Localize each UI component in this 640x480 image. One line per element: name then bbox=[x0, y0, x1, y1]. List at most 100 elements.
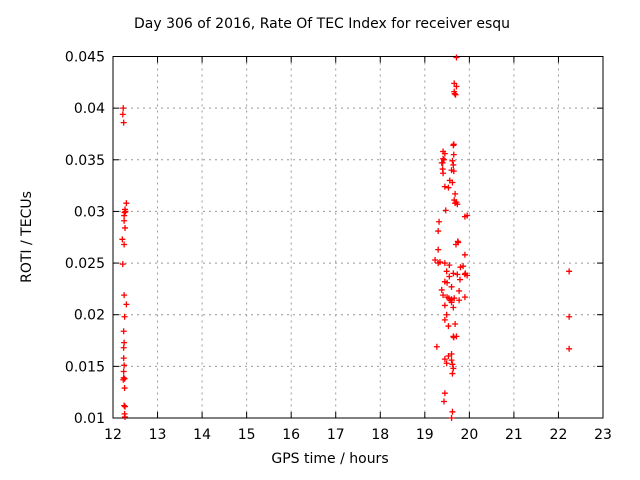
data-point-marker bbox=[120, 344, 127, 351]
data-point-marker bbox=[450, 334, 457, 341]
data-point-marker bbox=[450, 168, 457, 175]
data-point-marker bbox=[457, 264, 464, 271]
x-tick-label: 17 bbox=[327, 427, 345, 443]
x-tick-label: 19 bbox=[416, 427, 434, 443]
data-point-marker bbox=[436, 218, 443, 225]
data-point-marker bbox=[121, 362, 128, 369]
data-point-marker bbox=[453, 54, 460, 61]
data-point-marker bbox=[450, 161, 457, 168]
gridlines bbox=[113, 56, 603, 418]
y-tick-label: 0.025 bbox=[65, 256, 105, 272]
x-tick-label: 18 bbox=[371, 427, 389, 443]
data-point-marker bbox=[435, 260, 442, 267]
y-tick-label: 0.01 bbox=[74, 411, 105, 427]
data-point-marker bbox=[119, 111, 126, 118]
data-point-marker bbox=[449, 179, 456, 186]
data-point-marker bbox=[440, 398, 447, 405]
data-point-marker bbox=[120, 119, 127, 126]
data-point-marker bbox=[435, 228, 442, 235]
data-point-marker bbox=[453, 333, 460, 340]
data-point-marker bbox=[449, 361, 456, 368]
data-point-marker bbox=[439, 159, 446, 166]
data-point-marker bbox=[454, 201, 461, 208]
data-point-marker bbox=[121, 313, 128, 320]
data-point-marker bbox=[461, 294, 468, 301]
x-axis-label: GPS time / hours bbox=[271, 451, 388, 467]
data-point-marker bbox=[441, 302, 448, 309]
data-point-marker bbox=[443, 311, 450, 318]
data-point-marker bbox=[123, 301, 130, 308]
data-point-marker bbox=[122, 208, 129, 215]
data-point-marker bbox=[450, 270, 457, 277]
data-point-marker bbox=[445, 184, 452, 191]
data-point-marker bbox=[440, 292, 447, 299]
axis-ticks bbox=[112, 56, 604, 419]
data-point-marker bbox=[432, 256, 439, 263]
data-point-marker bbox=[448, 357, 455, 364]
data-point-marker bbox=[446, 262, 453, 269]
y-tick-label: 0.03 bbox=[74, 204, 105, 220]
data-point-marker bbox=[122, 413, 129, 420]
data-point-marker bbox=[453, 83, 460, 90]
data-point-marker bbox=[435, 246, 442, 253]
data-point-marker bbox=[448, 350, 455, 357]
x-tick-label: 21 bbox=[505, 427, 523, 443]
data-point-marker bbox=[456, 287, 463, 294]
data-point-marker bbox=[121, 212, 128, 219]
data-point-marker bbox=[451, 295, 458, 302]
y-tick-label: 0.045 bbox=[65, 50, 105, 66]
data-point-marker bbox=[120, 328, 127, 335]
data-point-marker bbox=[461, 251, 468, 258]
data-point-marker bbox=[121, 292, 128, 299]
x-tick-label: 12 bbox=[104, 427, 122, 443]
x-tick-label: 20 bbox=[460, 427, 478, 443]
data-point-marker bbox=[121, 339, 128, 346]
data-point-marker bbox=[441, 390, 448, 397]
data-point-marker bbox=[464, 272, 471, 279]
y-tick-label: 0.04 bbox=[74, 101, 105, 117]
data-points bbox=[119, 54, 573, 421]
data-point-marker bbox=[438, 286, 445, 293]
data-point-marker bbox=[121, 385, 128, 392]
y-axis-label: ROTI / TECUs bbox=[19, 191, 35, 283]
data-point-marker bbox=[122, 403, 129, 410]
data-point-marker bbox=[461, 213, 468, 220]
data-point-marker bbox=[460, 263, 467, 270]
data-point-marker bbox=[443, 268, 450, 275]
data-point-marker bbox=[450, 304, 457, 311]
data-point-marker bbox=[449, 370, 456, 377]
data-point-marker bbox=[121, 241, 128, 248]
data-point-marker bbox=[441, 260, 448, 267]
data-point-marker bbox=[120, 376, 127, 383]
data-point-marker bbox=[449, 157, 456, 164]
x-tick-label: 22 bbox=[550, 427, 568, 443]
x-tick-label: 15 bbox=[238, 427, 256, 443]
x-tick-labels: 12 13 14 15 16 17 18 19 20 21 22 23 bbox=[104, 427, 612, 443]
data-point-marker bbox=[566, 313, 573, 320]
data-point-marker bbox=[446, 273, 453, 280]
y-tick-label: 0.02 bbox=[74, 308, 105, 324]
data-point-marker bbox=[119, 236, 126, 243]
chart-title: Day 306 of 2016, Rate Of TEC Index for r… bbox=[134, 16, 510, 32]
data-point-marker bbox=[119, 261, 126, 268]
data-point-marker bbox=[452, 190, 459, 197]
y-tick-labels: 0.01 0.015 0.02 0.025 0.03 0.035 0.04 0.045 bbox=[65, 50, 105, 428]
data-point-marker bbox=[566, 345, 573, 352]
x-tick-label: 23 bbox=[594, 427, 612, 443]
data-point-marker bbox=[441, 356, 448, 363]
data-point-marker bbox=[122, 224, 129, 231]
data-point-marker bbox=[450, 365, 457, 372]
data-point-marker bbox=[444, 279, 451, 286]
data-point-marker bbox=[120, 368, 127, 375]
x-tick-label: 14 bbox=[193, 427, 211, 443]
data-point-marker bbox=[457, 276, 464, 283]
data-point-marker bbox=[449, 408, 456, 415]
data-point-marker bbox=[451, 90, 458, 97]
data-point-marker bbox=[448, 415, 455, 421]
data-point-marker bbox=[454, 271, 461, 278]
data-point-marker bbox=[456, 297, 463, 304]
x-tick-label: 16 bbox=[282, 427, 300, 443]
y-tick-label: 0.015 bbox=[65, 359, 105, 375]
